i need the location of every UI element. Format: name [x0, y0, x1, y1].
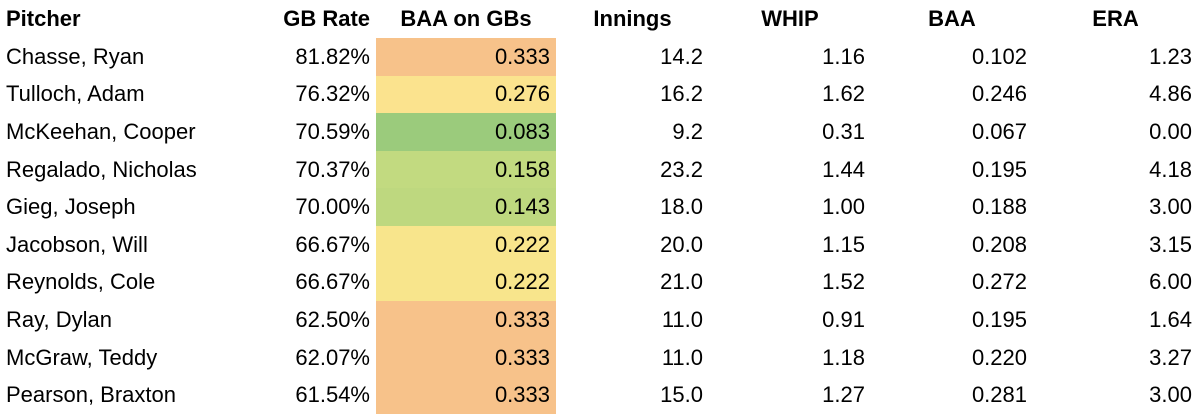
cell-baa[interactable]: 0.188: [971, 194, 1027, 220]
header-pitcher[interactable]: Pitcher: [6, 6, 81, 31]
table-row: Gieg, Joseph 70.00% 0.143 18.0 1.00 0.188 3.00: [0, 188, 1198, 226]
table-row: Chasse, Ryan 81.82% 0.333 14.2 1.16 0.102 1.23: [0, 38, 1198, 76]
cell-era[interactable]: 3.15: [1149, 231, 1192, 257]
cell-baa-on-gbs[interactable]: 0.222: [376, 225, 556, 264]
cell-baa-on-gbs[interactable]: 0.333: [376, 301, 556, 339]
header-innings[interactable]: Innings: [593, 6, 672, 31]
cell-whip[interactable]: 1.15: [822, 231, 865, 257]
cell-baa[interactable]: 0.195: [971, 306, 1027, 332]
cell-baa-on-gbs[interactable]: 0.276: [376, 75, 556, 114]
cell-baa[interactable]: 0.246: [971, 81, 1027, 107]
cell-whip[interactable]: 1.16: [822, 43, 865, 69]
header-era[interactable]: ERA: [1092, 6, 1139, 31]
cell-whip[interactable]: 0.91: [822, 306, 865, 332]
cell-baa-on-gbs[interactable]: 0.333: [376, 338, 556, 377]
cell-whip[interactable]: 1.62: [822, 81, 865, 107]
cell-innings[interactable]: 15.0: [660, 382, 703, 408]
cell-pitcher[interactable]: Pearson, Braxton: [6, 382, 176, 408]
cell-era[interactable]: 1.64: [1149, 306, 1192, 332]
cell-era[interactable]: 1.23: [1149, 43, 1192, 69]
cell-whip[interactable]: 1.18: [822, 344, 865, 370]
cell-whip[interactable]: 1.52: [822, 269, 865, 295]
cell-gb-rate[interactable]: 62.07%: [295, 344, 370, 370]
cell-pitcher[interactable]: Ray, Dylan: [6, 306, 112, 332]
cell-pitcher[interactable]: Tulloch, Adam: [6, 81, 145, 107]
table-row: McGraw, Teddy 62.07% 0.333 11.0 1.18 0.220 3.2…: [0, 338, 1198, 377]
cell-baa[interactable]: 0.067: [971, 118, 1027, 144]
cell-gb-rate[interactable]: 62.50%: [295, 306, 370, 332]
table-row: Regalado, Nicholas 70.37% 0.158 23.2 1.44 0.1…: [0, 150, 1198, 189]
cell-baa-on-gbs[interactable]: 0.333: [376, 376, 556, 414]
cell-gb-rate[interactable]: 81.82%: [295, 43, 370, 69]
header-whip[interactable]: WHIP: [761, 6, 819, 31]
cell-innings[interactable]: 9.2: [672, 118, 703, 144]
table-body: Chasse, Ryan 81.82% 0.333 14.2 1.16 0.102 1.23…: [0, 38, 1198, 414]
cell-era[interactable]: 3.00: [1149, 382, 1192, 408]
cell-pitcher[interactable]: Reynolds, Cole: [6, 269, 156, 295]
table-row: Pearson, Braxton 61.54% 0.333 15.0 1.27 0.281…: [0, 376, 1198, 414]
cell-whip[interactable]: 1.27: [822, 382, 865, 408]
table-row: McKeehan, Cooper 70.59% 0.083 9.2 0.31 0.067 0…: [0, 113, 1198, 151]
cell-era[interactable]: 3.27: [1149, 344, 1192, 370]
cell-baa[interactable]: 0.272: [971, 269, 1027, 295]
cell-baa-on-gbs[interactable]: 0.333: [376, 38, 556, 76]
cell-baa[interactable]: 0.195: [971, 156, 1027, 182]
cell-innings[interactable]: 18.0: [660, 194, 703, 220]
cell-baa-on-gbs[interactable]: 0.143: [376, 188, 556, 226]
cell-innings[interactable]: 20.0: [660, 231, 703, 257]
table-row: Jacobson, Will 66.67% 0.222 20.0 1.15 0.208 3.…: [0, 225, 1198, 264]
cell-baa[interactable]: 0.102: [971, 43, 1027, 69]
cell-innings[interactable]: 21.0: [660, 269, 703, 295]
header-gb-rate[interactable]: GB Rate: [283, 6, 370, 31]
header-baa[interactable]: BAA: [928, 6, 976, 31]
cell-pitcher[interactable]: Chasse, Ryan: [6, 43, 145, 69]
cell-gb-rate[interactable]: 66.67%: [295, 231, 370, 257]
cell-era[interactable]: 4.18: [1149, 156, 1192, 182]
cell-pitcher[interactable]: Gieg, Joseph: [6, 194, 136, 220]
cell-era[interactable]: 3.00: [1149, 194, 1192, 220]
cell-gb-rate[interactable]: 66.67%: [295, 269, 370, 295]
cell-gb-rate[interactable]: 70.59%: [295, 118, 370, 144]
cell-innings[interactable]: 11.0: [661, 306, 703, 332]
cell-pitcher[interactable]: Regalado, Nicholas: [6, 156, 197, 182]
cell-baa-on-gbs[interactable]: 0.083: [376, 113, 556, 151]
cell-innings[interactable]: 14.2: [660, 43, 703, 69]
cell-whip[interactable]: 1.00: [822, 194, 865, 220]
cell-innings[interactable]: 11.0: [661, 344, 703, 370]
table-row: Ray, Dylan 62.50% 0.333 11.0 0.91 0.195 1.64: [0, 301, 1198, 339]
cell-baa-on-gbs[interactable]: 0.222: [376, 263, 556, 302]
cell-pitcher[interactable]: McGraw, Teddy: [6, 344, 158, 370]
cell-baa[interactable]: 0.208: [971, 231, 1027, 257]
cell-baa[interactable]: 0.220: [971, 344, 1027, 370]
cell-era[interactable]: 0.00: [1149, 118, 1192, 144]
cell-era[interactable]: 6.00: [1149, 269, 1192, 295]
header-row: Pitcher GB Rate BAA on GBs Innings WHIP …: [0, 0, 1198, 38]
cell-whip[interactable]: 0.31: [822, 118, 865, 144]
cell-gb-rate[interactable]: 61.54%: [295, 382, 370, 408]
cell-gb-rate[interactable]: 70.00%: [295, 194, 370, 220]
table-row: Reynolds, Cole 66.67% 0.222 21.0 1.52 0.272 6.…: [0, 263, 1198, 302]
table-row: Tulloch, Adam 76.32% 0.276 16.2 1.62 0.246 4.8…: [0, 75, 1198, 114]
cell-innings[interactable]: 16.2: [660, 81, 703, 107]
header-baa-on-gbs[interactable]: BAA on GBs: [400, 6, 532, 31]
cell-gb-rate[interactable]: 70.37%: [295, 156, 370, 182]
cell-era[interactable]: 4.86: [1149, 81, 1192, 107]
table-header: Pitcher GB Rate BAA on GBs Innings WHIP …: [0, 0, 1198, 38]
cell-baa[interactable]: 0.281: [971, 382, 1027, 408]
cell-whip[interactable]: 1.44: [822, 156, 865, 182]
cell-baa-on-gbs[interactable]: 0.158: [376, 150, 556, 189]
cell-gb-rate[interactable]: 76.32%: [295, 81, 370, 107]
cell-pitcher[interactable]: McKeehan, Cooper: [6, 118, 196, 144]
cell-pitcher[interactable]: Jacobson, Will: [6, 231, 148, 257]
cell-innings[interactable]: 23.2: [660, 156, 703, 182]
